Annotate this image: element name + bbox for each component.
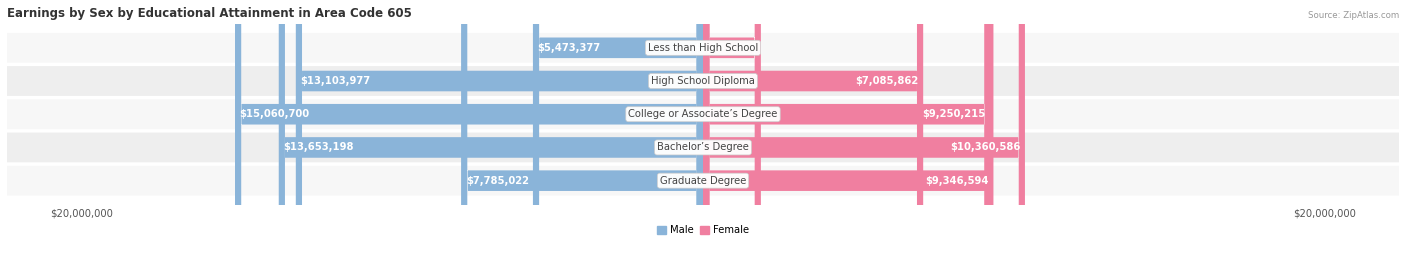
FancyBboxPatch shape [703,0,990,268]
Text: High School Diploma: High School Diploma [651,76,755,86]
FancyBboxPatch shape [703,0,761,268]
Text: $1,862,789: $1,862,789 [693,43,756,53]
Text: Source: ZipAtlas.com: Source: ZipAtlas.com [1308,11,1399,20]
Text: $9,346,594: $9,346,594 [925,176,988,186]
Text: $7,085,862: $7,085,862 [855,76,918,86]
Text: Less than High School: Less than High School [648,43,758,53]
Text: Bachelor’s Degree: Bachelor’s Degree [657,143,749,152]
Text: $13,103,977: $13,103,977 [301,76,371,86]
FancyBboxPatch shape [533,0,703,268]
FancyBboxPatch shape [461,0,703,268]
Text: $7,785,022: $7,785,022 [465,176,529,186]
FancyBboxPatch shape [703,0,1025,268]
FancyBboxPatch shape [703,0,924,268]
Text: $13,653,198: $13,653,198 [284,143,354,152]
Text: $5,473,377: $5,473,377 [537,43,600,53]
Text: $9,250,215: $9,250,215 [922,109,986,119]
FancyBboxPatch shape [278,0,703,268]
FancyBboxPatch shape [703,0,994,268]
FancyBboxPatch shape [295,0,703,268]
Legend: Male, Female: Male, Female [652,221,754,239]
Text: $15,060,700: $15,060,700 [239,109,309,119]
Text: Graduate Degree: Graduate Degree [659,176,747,186]
FancyBboxPatch shape [235,0,703,268]
Text: $10,360,586: $10,360,586 [950,143,1021,152]
Text: College or Associate’s Degree: College or Associate’s Degree [628,109,778,119]
Text: Earnings by Sex by Educational Attainment in Area Code 605: Earnings by Sex by Educational Attainmen… [7,7,412,20]
